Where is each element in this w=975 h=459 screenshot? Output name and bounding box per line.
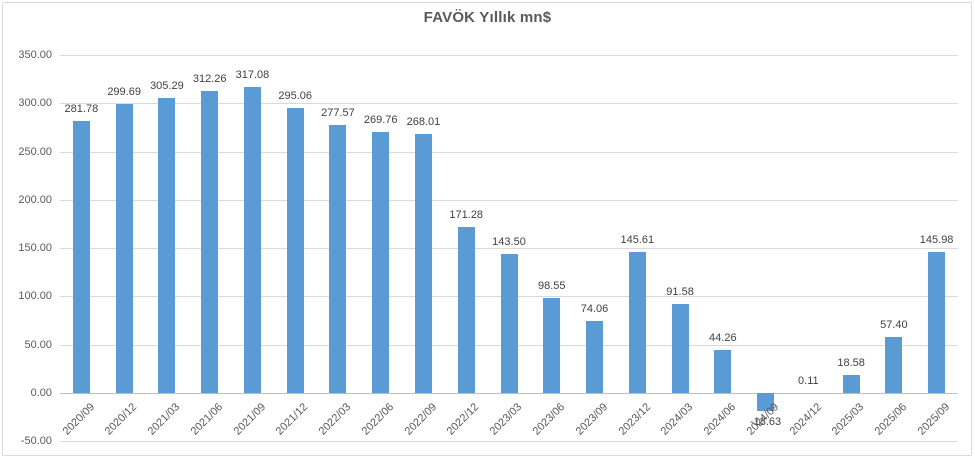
bar-2025/03[interactable] bbox=[842, 374, 860, 393]
x-axis-tick-label: 2020/12 bbox=[103, 400, 140, 438]
y-gridline bbox=[60, 199, 958, 201]
bar-2024/09[interactable] bbox=[757, 392, 775, 411]
y-gridline bbox=[60, 151, 958, 153]
data-label-2023/09: 74.06 bbox=[580, 303, 609, 316]
y-gridline bbox=[60, 55, 958, 56]
data-label-2020/09: 281.78 bbox=[64, 102, 99, 115]
bar-2020/12[interactable] bbox=[115, 103, 133, 393]
bar-2025/09[interactable] bbox=[928, 251, 946, 393]
x-axis-tick-label: 2024/06 bbox=[701, 400, 739, 438]
data-label-2024/06: 44.26 bbox=[709, 332, 737, 345]
x-axis-tick-label: 2023/03 bbox=[487, 400, 525, 438]
bar-2021/03[interactable] bbox=[158, 98, 176, 393]
bar-2022/03[interactable] bbox=[329, 124, 347, 393]
x-axis-tick-label: 2025/06 bbox=[872, 400, 910, 438]
data-label-2025/06: 57.40 bbox=[880, 319, 908, 332]
data-label-2022/12: 171.28 bbox=[449, 209, 484, 222]
x-axis-tick-label: 2022/09 bbox=[402, 400, 439, 438]
y-axis-tick-label: 150.00 bbox=[18, 242, 52, 254]
y-axis-tick-label: 0.00 bbox=[30, 386, 52, 399]
y-gridline bbox=[60, 441, 958, 442]
x-axis-tick-label: 2022/06 bbox=[359, 400, 397, 438]
y-axis-tick-label: 350.00 bbox=[18, 49, 52, 61]
x-axis-tick-label: 2024/12 bbox=[787, 400, 824, 438]
data-label-2022/03: 277.57 bbox=[321, 106, 355, 119]
x-axis-tick-label: 2024/03 bbox=[658, 400, 696, 438]
x-axis-tick-label: 2025/03 bbox=[829, 400, 867, 438]
bar-2021/12[interactable] bbox=[286, 108, 304, 393]
data-label-2022/06: 269.76 bbox=[363, 114, 398, 127]
x-axis-tick-label: 2023/06 bbox=[530, 400, 568, 438]
x-axis-tick-label: 2021/09 bbox=[231, 400, 268, 438]
bar-2024/06[interactable] bbox=[714, 350, 732, 393]
x-axis-tick-label: 2021/06 bbox=[188, 400, 226, 438]
y-axis-tick-label: -50.00 bbox=[20, 435, 52, 447]
bar-2021/06[interactable] bbox=[201, 91, 219, 393]
x-axis-tick-label: 2023/09 bbox=[573, 400, 611, 438]
x-axis-tick-label: 2023/12 bbox=[616, 400, 653, 438]
x-axis-line bbox=[60, 392, 958, 394]
bar-2023/12[interactable] bbox=[628, 252, 646, 393]
data-label-2024/09: -18.63 bbox=[749, 415, 782, 428]
data-label-2024/12: 0.11 bbox=[798, 374, 819, 387]
y-axis-tick-label: 100.00 bbox=[18, 290, 52, 303]
data-label-2022/09: 268.01 bbox=[406, 116, 441, 129]
bar-2023/06[interactable] bbox=[543, 297, 561, 393]
y-axis-tick-label: 200.00 bbox=[18, 193, 52, 206]
y-gridline bbox=[60, 248, 958, 249]
data-label-2021/03: 305.29 bbox=[150, 80, 184, 93]
x-axis-tick-label: 2022/03 bbox=[316, 400, 354, 438]
bar-2022/09[interactable] bbox=[414, 134, 432, 393]
y-axis-tick-label: 250.00 bbox=[18, 145, 52, 158]
x-axis-tick-label: 2025/09 bbox=[915, 400, 953, 438]
x-axis-tick-label: 2022/12 bbox=[445, 400, 482, 438]
y-axis-tick-label: 300.00 bbox=[18, 97, 52, 110]
data-label-2021/12: 295.06 bbox=[278, 90, 313, 103]
bar-2025/06[interactable] bbox=[885, 337, 903, 393]
data-label-2021/09: 317.08 bbox=[235, 68, 270, 81]
y-axis-tick-label: 50.00 bbox=[24, 338, 52, 351]
bar-2024/03[interactable] bbox=[671, 304, 689, 393]
data-label-2021/06: 312.26 bbox=[192, 73, 227, 86]
x-axis-tick-label: 2021/03 bbox=[145, 400, 183, 438]
data-label-2023/12: 145.61 bbox=[620, 234, 655, 247]
x-axis-tick-label: 2020/09 bbox=[60, 400, 97, 438]
data-label-2025/09: 145.98 bbox=[919, 233, 954, 246]
chart-title: FAVÖK Yıllık mn$ bbox=[423, 9, 552, 26]
data-label-2023/03: 143.50 bbox=[492, 236, 526, 249]
x-axis-tick-label: 2021/12 bbox=[274, 400, 311, 438]
data-label-2024/03: 91.58 bbox=[666, 286, 694, 299]
data-label-2020/12: 299.69 bbox=[107, 85, 141, 98]
bar-2020/09[interactable] bbox=[72, 120, 90, 393]
bar-2023/09[interactable] bbox=[586, 321, 604, 393]
data-label-2023/06: 98.55 bbox=[537, 279, 566, 292]
bar-2022/06[interactable] bbox=[372, 132, 390, 393]
data-label-2025/03: 18.58 bbox=[837, 356, 865, 369]
bar-2021/09[interactable] bbox=[243, 86, 261, 393]
bar-2022/12[interactable] bbox=[457, 227, 475, 393]
bar-2023/03[interactable] bbox=[500, 254, 518, 393]
y-gridline bbox=[60, 103, 958, 105]
